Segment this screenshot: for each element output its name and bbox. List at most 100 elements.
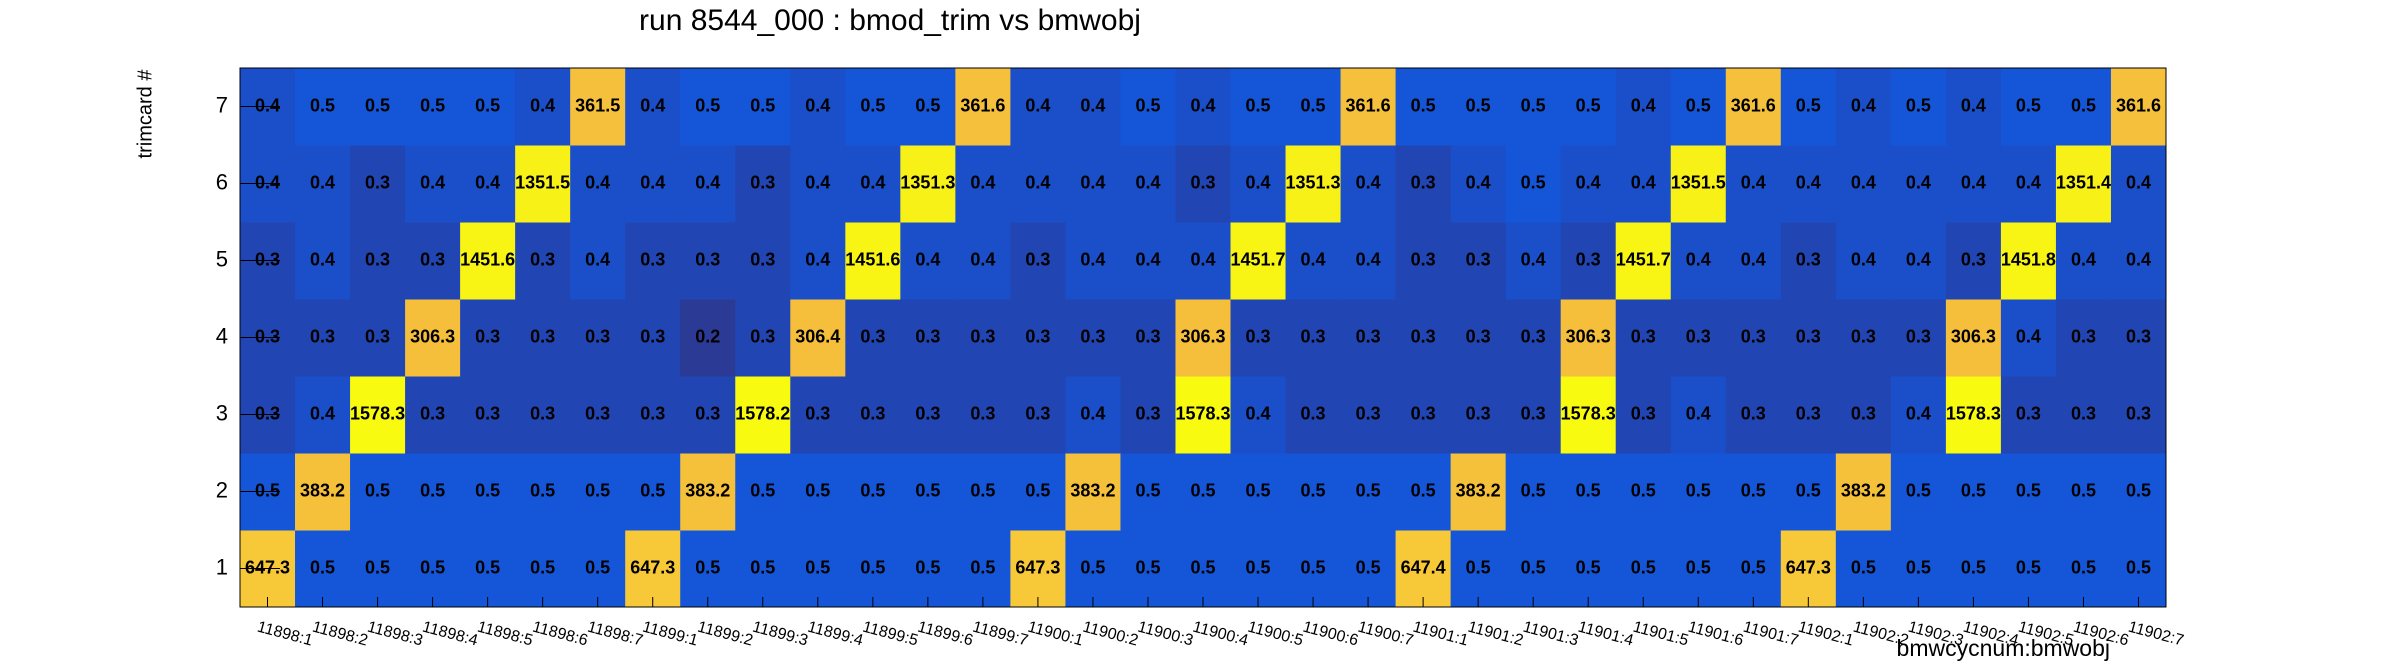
cell-label: 0.5 xyxy=(1686,557,1711,577)
cell-label: 0.5 xyxy=(2016,480,2041,500)
cell-label: 0.4 xyxy=(2126,172,2151,192)
x-tick-label: 11900:5 xyxy=(1246,619,1305,650)
x-tick-label: 11902:1 xyxy=(1796,619,1855,650)
cell-label: 0.3 xyxy=(1301,326,1326,346)
cell-label: 0.3 xyxy=(915,326,940,346)
cell-label: 361.6 xyxy=(2116,95,2161,115)
cell-label: 0.4 xyxy=(2126,249,2151,269)
cell-label: 0.5 xyxy=(2016,557,2041,577)
cell xyxy=(405,376,461,454)
cell-label: 0.3 xyxy=(365,172,390,192)
cell-label: 306.3 xyxy=(1566,326,1611,346)
cell-label: 0.5 xyxy=(750,95,775,115)
cell-label: 0.3 xyxy=(1631,403,1656,423)
cell-label: 1351.4 xyxy=(2056,172,2111,192)
cell xyxy=(515,222,571,300)
cell-label: 383.2 xyxy=(1841,480,1886,500)
cell-label: 0.4 xyxy=(1576,172,1601,192)
cell-label: 0.3 xyxy=(475,403,500,423)
cell-label: 0.5 xyxy=(2126,557,2151,577)
cell-label: 361.6 xyxy=(1346,95,1391,115)
cell-label: 0.3 xyxy=(475,326,500,346)
cell-label: 0.5 xyxy=(1631,480,1656,500)
cell-label: 0.5 xyxy=(2071,557,2096,577)
cell xyxy=(680,145,736,223)
cell xyxy=(1395,222,1452,300)
cell-label: 0.4 xyxy=(970,172,995,192)
x-tick-label: 11899:7 xyxy=(971,619,1030,650)
cell xyxy=(515,376,571,454)
cell-label: 0.4 xyxy=(1025,95,1050,115)
cell-label: 0.4 xyxy=(1906,249,1931,269)
cell-label: 0.5 xyxy=(640,480,665,500)
cell-label: 0.3 xyxy=(860,326,885,346)
cell xyxy=(790,299,846,377)
cell-label: 0.5 xyxy=(1080,557,1105,577)
cell xyxy=(1175,145,1232,223)
cell xyxy=(1560,299,1617,377)
x-tick-label: 11901:7 xyxy=(1741,619,1800,650)
cell-label: 0.5 xyxy=(1301,480,1326,500)
cell xyxy=(735,376,791,454)
cell xyxy=(1175,68,1232,146)
cell-label: 306.3 xyxy=(410,326,455,346)
cell-label: 0.5 xyxy=(530,557,555,577)
cell xyxy=(1065,68,1121,146)
cell-label: 0.4 xyxy=(1135,249,1160,269)
cell-label: 0.4 xyxy=(2016,172,2041,192)
cell-label: 0.5 xyxy=(1301,557,1326,577)
cell-label: 0.4 xyxy=(1741,249,1766,269)
cell xyxy=(1835,222,1892,300)
cell-label: 647.3 xyxy=(1786,557,1831,577)
cell-label: 0.3 xyxy=(2071,326,2096,346)
cell xyxy=(295,299,351,377)
cell-label: 0.4 xyxy=(475,172,500,192)
x-tick-label: 11901:6 xyxy=(1686,619,1745,650)
cell xyxy=(1010,299,1066,377)
cell xyxy=(2110,222,2167,300)
cell-label: 0.5 xyxy=(1686,480,1711,500)
cell-label: 0.5 xyxy=(255,480,280,500)
cell xyxy=(1395,376,1452,454)
cell-label: 0.4 xyxy=(1906,403,1931,423)
cell xyxy=(1010,222,1066,300)
cell xyxy=(2000,222,2057,300)
cell xyxy=(790,453,846,531)
cell-label: 0.5 xyxy=(1135,557,1160,577)
cell-label: 0.5 xyxy=(1576,480,1601,500)
cell xyxy=(1175,222,1232,300)
cell-label: 0.5 xyxy=(970,480,995,500)
cell-label: 0.3 xyxy=(695,249,720,269)
cell-label: 0.5 xyxy=(365,557,390,577)
cell xyxy=(1010,68,1066,146)
cell-label: 0.4 xyxy=(1025,172,1050,192)
cell-label: 1451.7 xyxy=(1616,249,1671,269)
cell xyxy=(2055,530,2112,608)
cell-label: 0.4 xyxy=(1686,403,1711,423)
cell xyxy=(295,145,351,223)
cell xyxy=(1010,530,1066,608)
y-tick-label: 2 xyxy=(216,477,228,502)
y-tick-label: 7 xyxy=(216,92,228,117)
cell-label: 0.3 xyxy=(1631,326,1656,346)
cell-label: 1578.3 xyxy=(1946,403,2001,423)
cell-label: 0.5 xyxy=(1521,172,1546,192)
cell-label: 383.2 xyxy=(300,480,345,500)
cell xyxy=(2000,453,2057,531)
cell-label: 0.3 xyxy=(585,403,610,423)
x-tick-label: 11899:3 xyxy=(751,619,810,650)
cell xyxy=(515,145,571,223)
cell-label: 0.3 xyxy=(750,172,775,192)
cell-label: 0.4 xyxy=(1080,249,1105,269)
cell xyxy=(405,530,461,608)
cell xyxy=(2110,376,2167,454)
x-tick-label: 11899:5 xyxy=(861,619,920,650)
y-tick-label: 3 xyxy=(216,400,228,425)
cell-label: 0.3 xyxy=(750,326,775,346)
cell xyxy=(1010,376,1066,454)
cell-label: 0.5 xyxy=(1961,557,1986,577)
cell-label: 1451.8 xyxy=(2001,249,2056,269)
cell-label: 0.5 xyxy=(1356,557,1381,577)
cell xyxy=(955,145,1011,223)
cell xyxy=(1670,222,1727,300)
